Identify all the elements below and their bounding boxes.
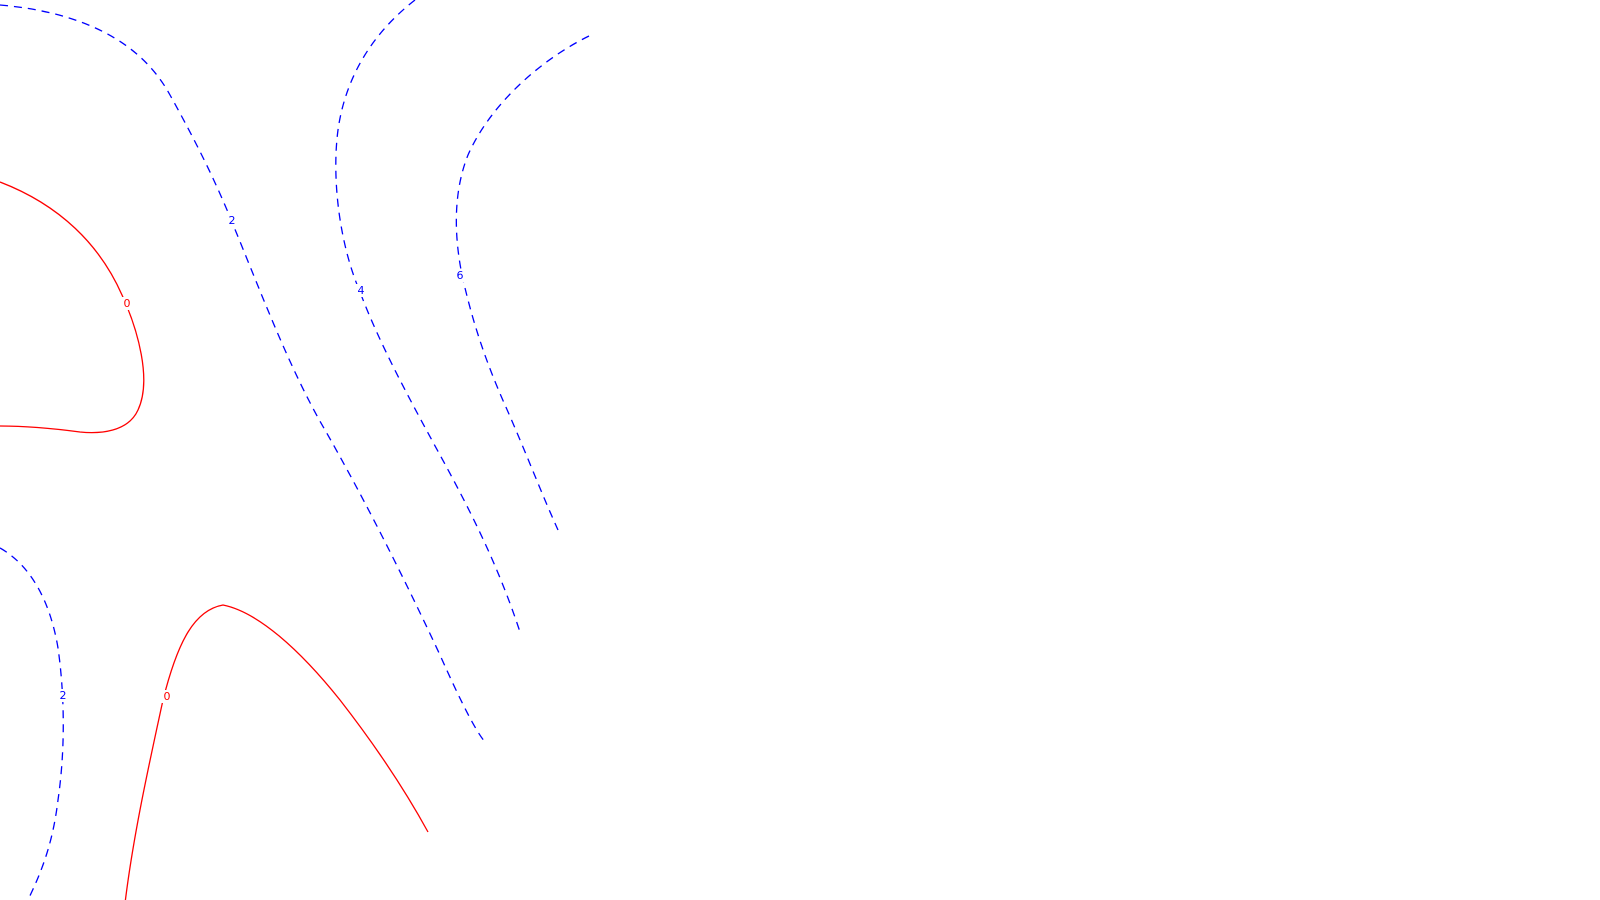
- contour-line-2-lower: [0, 547, 64, 900]
- contour-line-0-lower: [124, 604, 429, 900]
- contour-label-bg-0-lower: [161, 690, 173, 703]
- contour-label-bg-4: [355, 284, 367, 297]
- contour-label-bg-2-upper: [226, 214, 238, 227]
- contour-label-6: 6: [457, 269, 464, 282]
- contour-label-0-lower: 0: [164, 690, 171, 703]
- contour-line-0-upper: [0, 181, 145, 434]
- contour-label-4: 4: [358, 284, 365, 297]
- contour-label-2-upper: 2: [229, 214, 236, 227]
- contour-line-4: [335, 0, 521, 633]
- contour-label-bg-2-lower: [57, 689, 69, 702]
- contour-label-bg-6: [454, 269, 466, 282]
- contour-label-bg-0-upper: [121, 297, 133, 310]
- contour-label-2-lower: 2: [60, 689, 67, 702]
- contour-line-2-upper: [0, 4, 486, 743]
- contour-label-0-upper: 0: [124, 297, 131, 310]
